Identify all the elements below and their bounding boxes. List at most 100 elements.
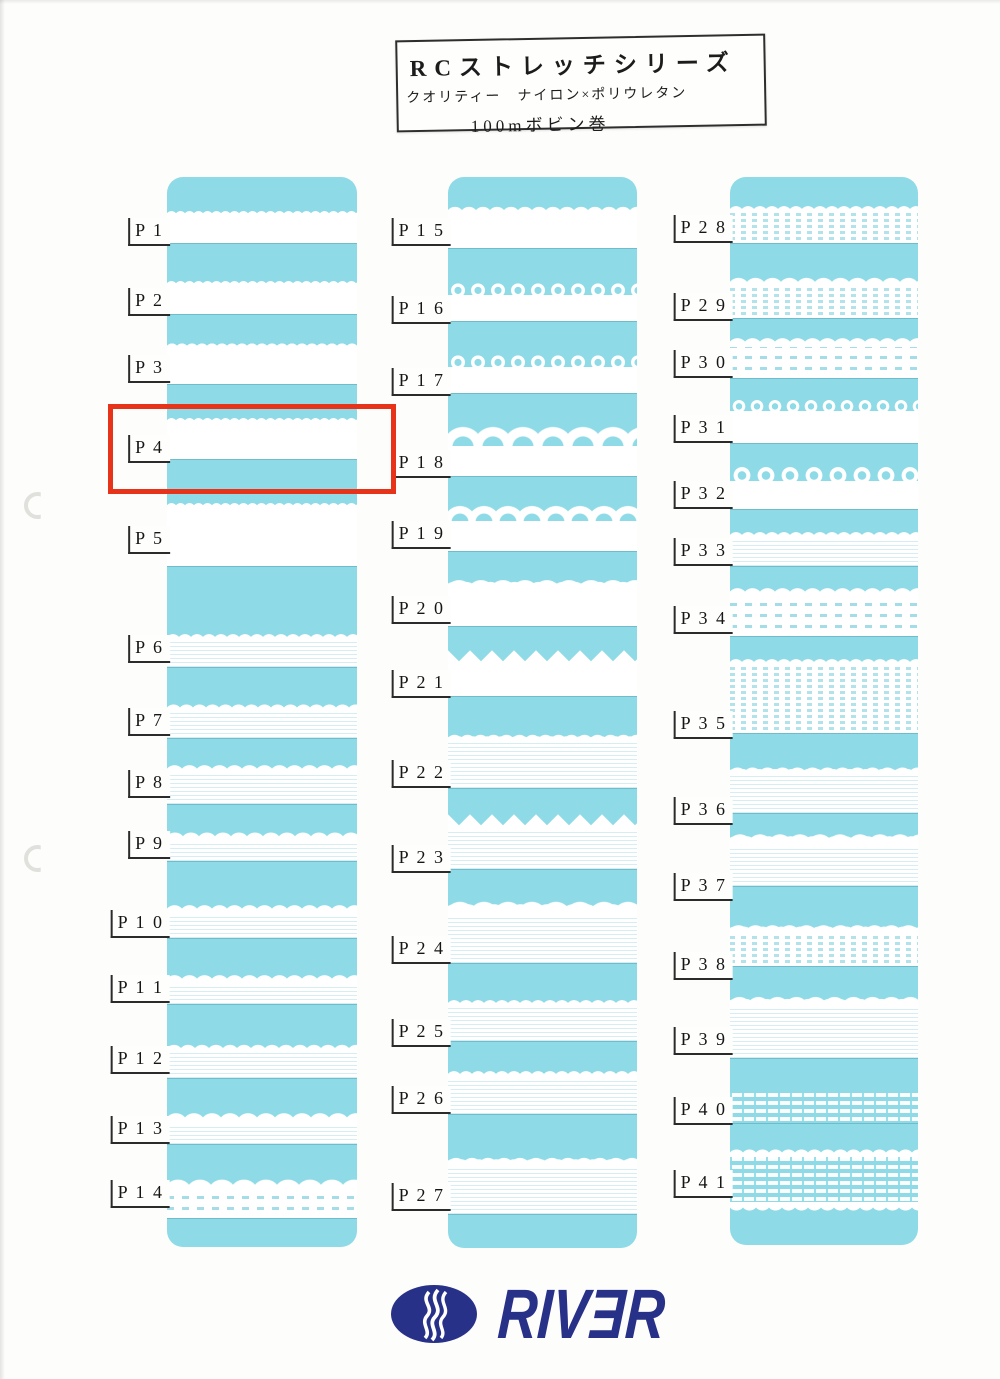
lace-sample-p12 (167, 1040, 357, 1078)
lace-sample-p7 (167, 700, 357, 738)
series-title: RCストレッチシリーズ (409, 50, 737, 82)
sample-label-p32: P 3 2 (673, 481, 733, 509)
lace-sample-p2 (167, 278, 357, 314)
lace-body (167, 286, 357, 314)
lace-sample-p34 (730, 583, 918, 636)
sample-label-p10: P 1 0 (110, 910, 170, 938)
lace-edge-bottom (730, 1202, 918, 1215)
lace-sample-p3 (167, 340, 357, 384)
lace-sample-p20 (448, 572, 637, 626)
lace-edge (730, 655, 918, 667)
highlight-box (108, 404, 396, 494)
river-logo-icon (391, 1285, 477, 1343)
lace-body (730, 597, 918, 636)
sample-column-2 (448, 177, 637, 1248)
lace-edge (730, 272, 918, 289)
sample-label-p8: P 8 (128, 770, 170, 798)
lace-edge (730, 202, 918, 214)
lace-edge (167, 278, 357, 287)
lace-sample-p35 (730, 655, 918, 733)
lace-body (167, 423, 357, 459)
sample-label-p20: P 2 0 (391, 596, 451, 624)
lace-edge (167, 1107, 357, 1125)
lace-body (448, 665, 637, 696)
quality-line: クオリティー ナイロン×ポリウレタン (406, 86, 688, 107)
lace-sample-p14 (167, 1172, 357, 1218)
lace-body (730, 539, 918, 566)
sample-label-p24: P 2 4 (391, 936, 451, 964)
lace-edge (730, 463, 918, 487)
lace-sample-p23 (448, 808, 637, 869)
lace-body (167, 914, 357, 938)
lace-sample-p36 (730, 762, 918, 813)
sample-label-p17: P 1 7 (391, 368, 451, 396)
lace-body (730, 1091, 918, 1123)
sample-label-p34: P 3 4 (673, 606, 733, 634)
lace-edge (167, 630, 357, 642)
lace-edge (448, 1067, 637, 1079)
lace-sample-p38 (730, 919, 918, 966)
sample-label-p14: P 1 4 (110, 1180, 170, 1208)
lace-body (448, 446, 637, 476)
lace-body (167, 349, 357, 384)
lace-sample-p31 (730, 397, 918, 443)
lace-sample-p29 (730, 272, 918, 318)
lace-sample-p30 (730, 333, 918, 378)
lace-sample-p39 (730, 990, 918, 1058)
lace-sample-p26 (448, 1067, 637, 1114)
sample-label-p9: P 9 (128, 831, 170, 859)
lace-body (167, 641, 357, 667)
sample-label-p29: P 2 9 (673, 293, 733, 321)
sample-label-p27: P 2 7 (391, 1183, 451, 1211)
sample-label-p15: P 1 5 (391, 218, 451, 246)
punch-hole-2 (24, 845, 41, 872)
sample-label-p21: P 2 1 (391, 670, 451, 698)
sample-label-p30: P 3 0 (673, 350, 733, 378)
lace-sample-p27 (448, 1152, 637, 1214)
lace-body (730, 666, 918, 733)
sample-label-p3: P 3 (128, 355, 170, 383)
punch-hole-1 (24, 492, 41, 519)
lace-edge (167, 340, 357, 350)
lace-sample-p1 (167, 208, 357, 243)
lace-edge (730, 827, 918, 847)
sample-label-p13: P 1 3 (110, 1116, 170, 1144)
sample-column-1 (167, 177, 357, 1247)
lace-body (448, 916, 637, 963)
lace-body (167, 984, 357, 1004)
sample-label-p22: P 2 2 (391, 760, 451, 788)
lace-edge (448, 280, 637, 300)
lace-edge (730, 990, 918, 1009)
lace-body (730, 776, 918, 813)
lace-body (167, 508, 357, 566)
lace-edge (167, 500, 357, 509)
lace-edge (448, 730, 637, 743)
header-box: RCストレッチシリーズ クオリティー ナイロン×ポリウレタン 100mボビン巻 (395, 33, 767, 136)
sample-label-p38: P 3 8 (673, 952, 733, 980)
lace-body (448, 215, 637, 248)
lace-edge (730, 919, 918, 936)
lace-body (167, 216, 357, 243)
sample-label-p16: P 1 6 (391, 296, 451, 324)
lace-sample-p6 (167, 630, 357, 667)
sample-label-p12: P 1 2 (110, 1046, 170, 1074)
lace-edge (167, 827, 357, 843)
lace-sample-p24 (448, 893, 637, 963)
lace-body (167, 1193, 357, 1218)
lace-edge (730, 583, 918, 598)
lace-sample-p8 (167, 760, 357, 804)
lace-sample-p33 (730, 528, 918, 566)
sample-label-p39: P 3 9 (673, 1027, 733, 1055)
river-logo: RIVƎR (390, 1275, 712, 1353)
lace-edge (167, 970, 357, 985)
lace-body (448, 299, 637, 321)
lace-body (730, 846, 918, 886)
lace-body (167, 774, 357, 804)
sample-label-p7: P 7 (128, 708, 170, 736)
sample-label-p6: P 6 (128, 635, 170, 663)
lace-edge (448, 572, 637, 594)
lace-sample-p4 (167, 415, 357, 459)
sample-label-p36: P 3 6 (673, 797, 733, 825)
lace-body (167, 1053, 357, 1078)
